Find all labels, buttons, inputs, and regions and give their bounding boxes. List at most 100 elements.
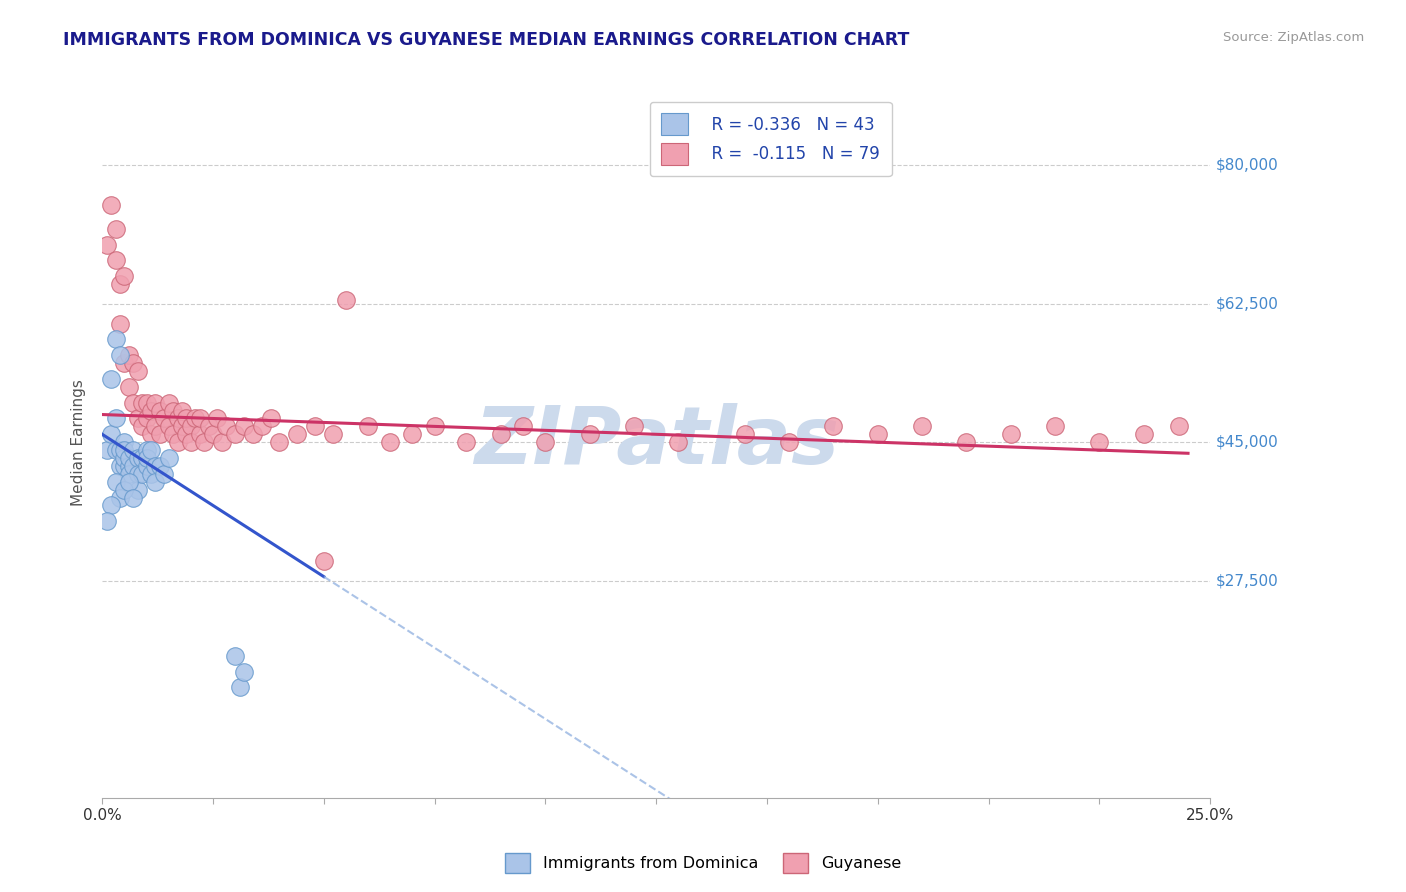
Point <box>1088 435 1111 450</box>
Point <box>233 419 256 434</box>
Point <box>108 317 131 331</box>
Point <box>955 435 977 450</box>
Point <box>122 491 145 505</box>
Point <box>104 221 127 235</box>
Point <box>139 427 162 442</box>
Point <box>118 475 141 489</box>
Point <box>108 348 131 362</box>
Point <box>135 450 157 465</box>
Point <box>454 435 477 450</box>
Point <box>823 419 845 434</box>
Point <box>170 403 193 417</box>
Legend:   R = -0.336   N = 43,   R =  -0.115   N = 79: R = -0.336 N = 43, R = -0.115 N = 79 <box>650 102 891 177</box>
Point <box>269 435 291 450</box>
Point <box>170 419 193 434</box>
Point <box>149 427 172 442</box>
Point <box>242 427 264 442</box>
Point <box>122 395 145 409</box>
Point <box>153 467 176 481</box>
Point <box>211 435 233 450</box>
Point <box>166 435 188 450</box>
Point <box>259 411 281 425</box>
Point <box>176 411 198 425</box>
Point <box>100 499 122 513</box>
Point <box>118 450 141 465</box>
Point <box>127 411 149 425</box>
Text: $27,500: $27,500 <box>1216 573 1278 588</box>
Point <box>162 403 184 417</box>
Point <box>285 427 308 442</box>
Point <box>357 419 380 434</box>
Point <box>224 648 246 663</box>
Point <box>108 277 131 291</box>
Point <box>122 356 145 370</box>
Point <box>100 372 122 386</box>
Point <box>1000 427 1022 442</box>
Point <box>623 419 645 434</box>
Point <box>778 435 800 450</box>
Point <box>228 681 250 695</box>
Point <box>112 435 135 450</box>
Point <box>380 435 402 450</box>
Text: $45,000: $45,000 <box>1216 434 1278 450</box>
Point <box>135 411 157 425</box>
Point <box>127 450 149 465</box>
Point <box>304 419 326 434</box>
Point <box>127 483 149 497</box>
Point <box>423 419 446 434</box>
Y-axis label: Median Earnings: Median Earnings <box>72 379 86 506</box>
Point <box>911 419 934 434</box>
Point <box>1043 419 1066 434</box>
Point <box>96 514 118 528</box>
Point <box>202 427 225 442</box>
Point <box>1168 419 1191 434</box>
Point <box>149 458 172 473</box>
Point <box>250 419 273 434</box>
Point <box>312 554 335 568</box>
Point <box>157 450 180 465</box>
Point <box>157 419 180 434</box>
Point <box>96 237 118 252</box>
Point <box>145 395 167 409</box>
Point <box>489 427 512 442</box>
Point <box>131 395 153 409</box>
Point <box>153 411 176 425</box>
Point <box>866 427 889 442</box>
Point <box>578 427 600 442</box>
Point <box>96 443 118 458</box>
Text: $80,000: $80,000 <box>1216 158 1278 173</box>
Point <box>118 348 141 362</box>
Point <box>139 403 162 417</box>
Point <box>135 443 157 458</box>
Point <box>162 427 184 442</box>
Point <box>108 458 131 473</box>
Point <box>108 443 131 458</box>
Point <box>118 467 141 481</box>
Point <box>139 443 162 458</box>
Point <box>122 458 145 473</box>
Point <box>215 419 238 434</box>
Point <box>131 450 153 465</box>
Point <box>149 403 172 417</box>
Point <box>112 443 135 458</box>
Point <box>335 293 357 307</box>
Point <box>104 333 127 347</box>
Text: $62,500: $62,500 <box>1216 296 1278 311</box>
Point <box>180 435 202 450</box>
Point <box>112 450 135 465</box>
Point <box>145 475 167 489</box>
Point <box>139 467 162 481</box>
Point <box>112 269 135 284</box>
Point <box>104 443 127 458</box>
Point <box>127 364 149 378</box>
Point <box>104 411 127 425</box>
Point <box>180 419 202 434</box>
Point <box>734 427 756 442</box>
Point <box>401 427 423 442</box>
Point <box>188 411 211 425</box>
Point <box>512 419 534 434</box>
Point <box>122 443 145 458</box>
Point <box>112 356 135 370</box>
Point <box>184 411 207 425</box>
Point <box>100 427 122 442</box>
